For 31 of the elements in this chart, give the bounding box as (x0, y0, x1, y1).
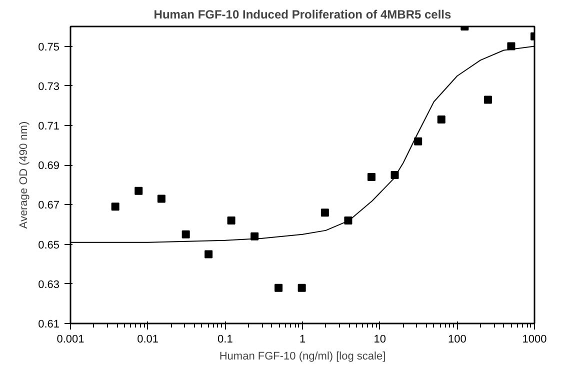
point (204, 250, 213, 258)
y-tick-label: 0.73 (38, 80, 60, 93)
point (414, 137, 422, 146)
y-tick-label: 0.65 (38, 239, 60, 252)
y-axis-title: Average OD (490 nm) (18, 121, 30, 229)
x-tick-label: 1 (299, 334, 306, 346)
point (227, 216, 236, 225)
chart-title: Human FGF-10 Induced Proliferation of 4MBR5 cells (154, 8, 452, 22)
x-tick-label: 1000 (522, 334, 547, 346)
point (298, 284, 306, 292)
x-axis-title: Human FGF-10 (ng/ml) [log scale] (219, 350, 386, 362)
y-tick-label: 0.67 (38, 200, 60, 212)
x-tick-label: 10 (374, 334, 386, 346)
x-tick-label: 0.1 (218, 334, 233, 346)
point (484, 96, 492, 104)
x-tick-label: 100 (448, 334, 466, 346)
point (320, 208, 329, 217)
y-tick-label: 0.61 (38, 318, 60, 330)
point (367, 172, 376, 181)
y-tick-label: 0.75 (38, 41, 60, 54)
y-tick-label: 0.63 (38, 278, 60, 291)
point (134, 186, 143, 195)
point (111, 202, 120, 211)
x-tick-label: 0.01 (137, 334, 159, 346)
point (157, 194, 166, 203)
y-tick-label: 0.69 (38, 160, 60, 172)
x-tick-label: 0.001 (56, 334, 84, 346)
point (182, 230, 190, 238)
point (437, 116, 446, 124)
y-tick-label: 0.71 (38, 120, 60, 132)
point (274, 284, 283, 292)
